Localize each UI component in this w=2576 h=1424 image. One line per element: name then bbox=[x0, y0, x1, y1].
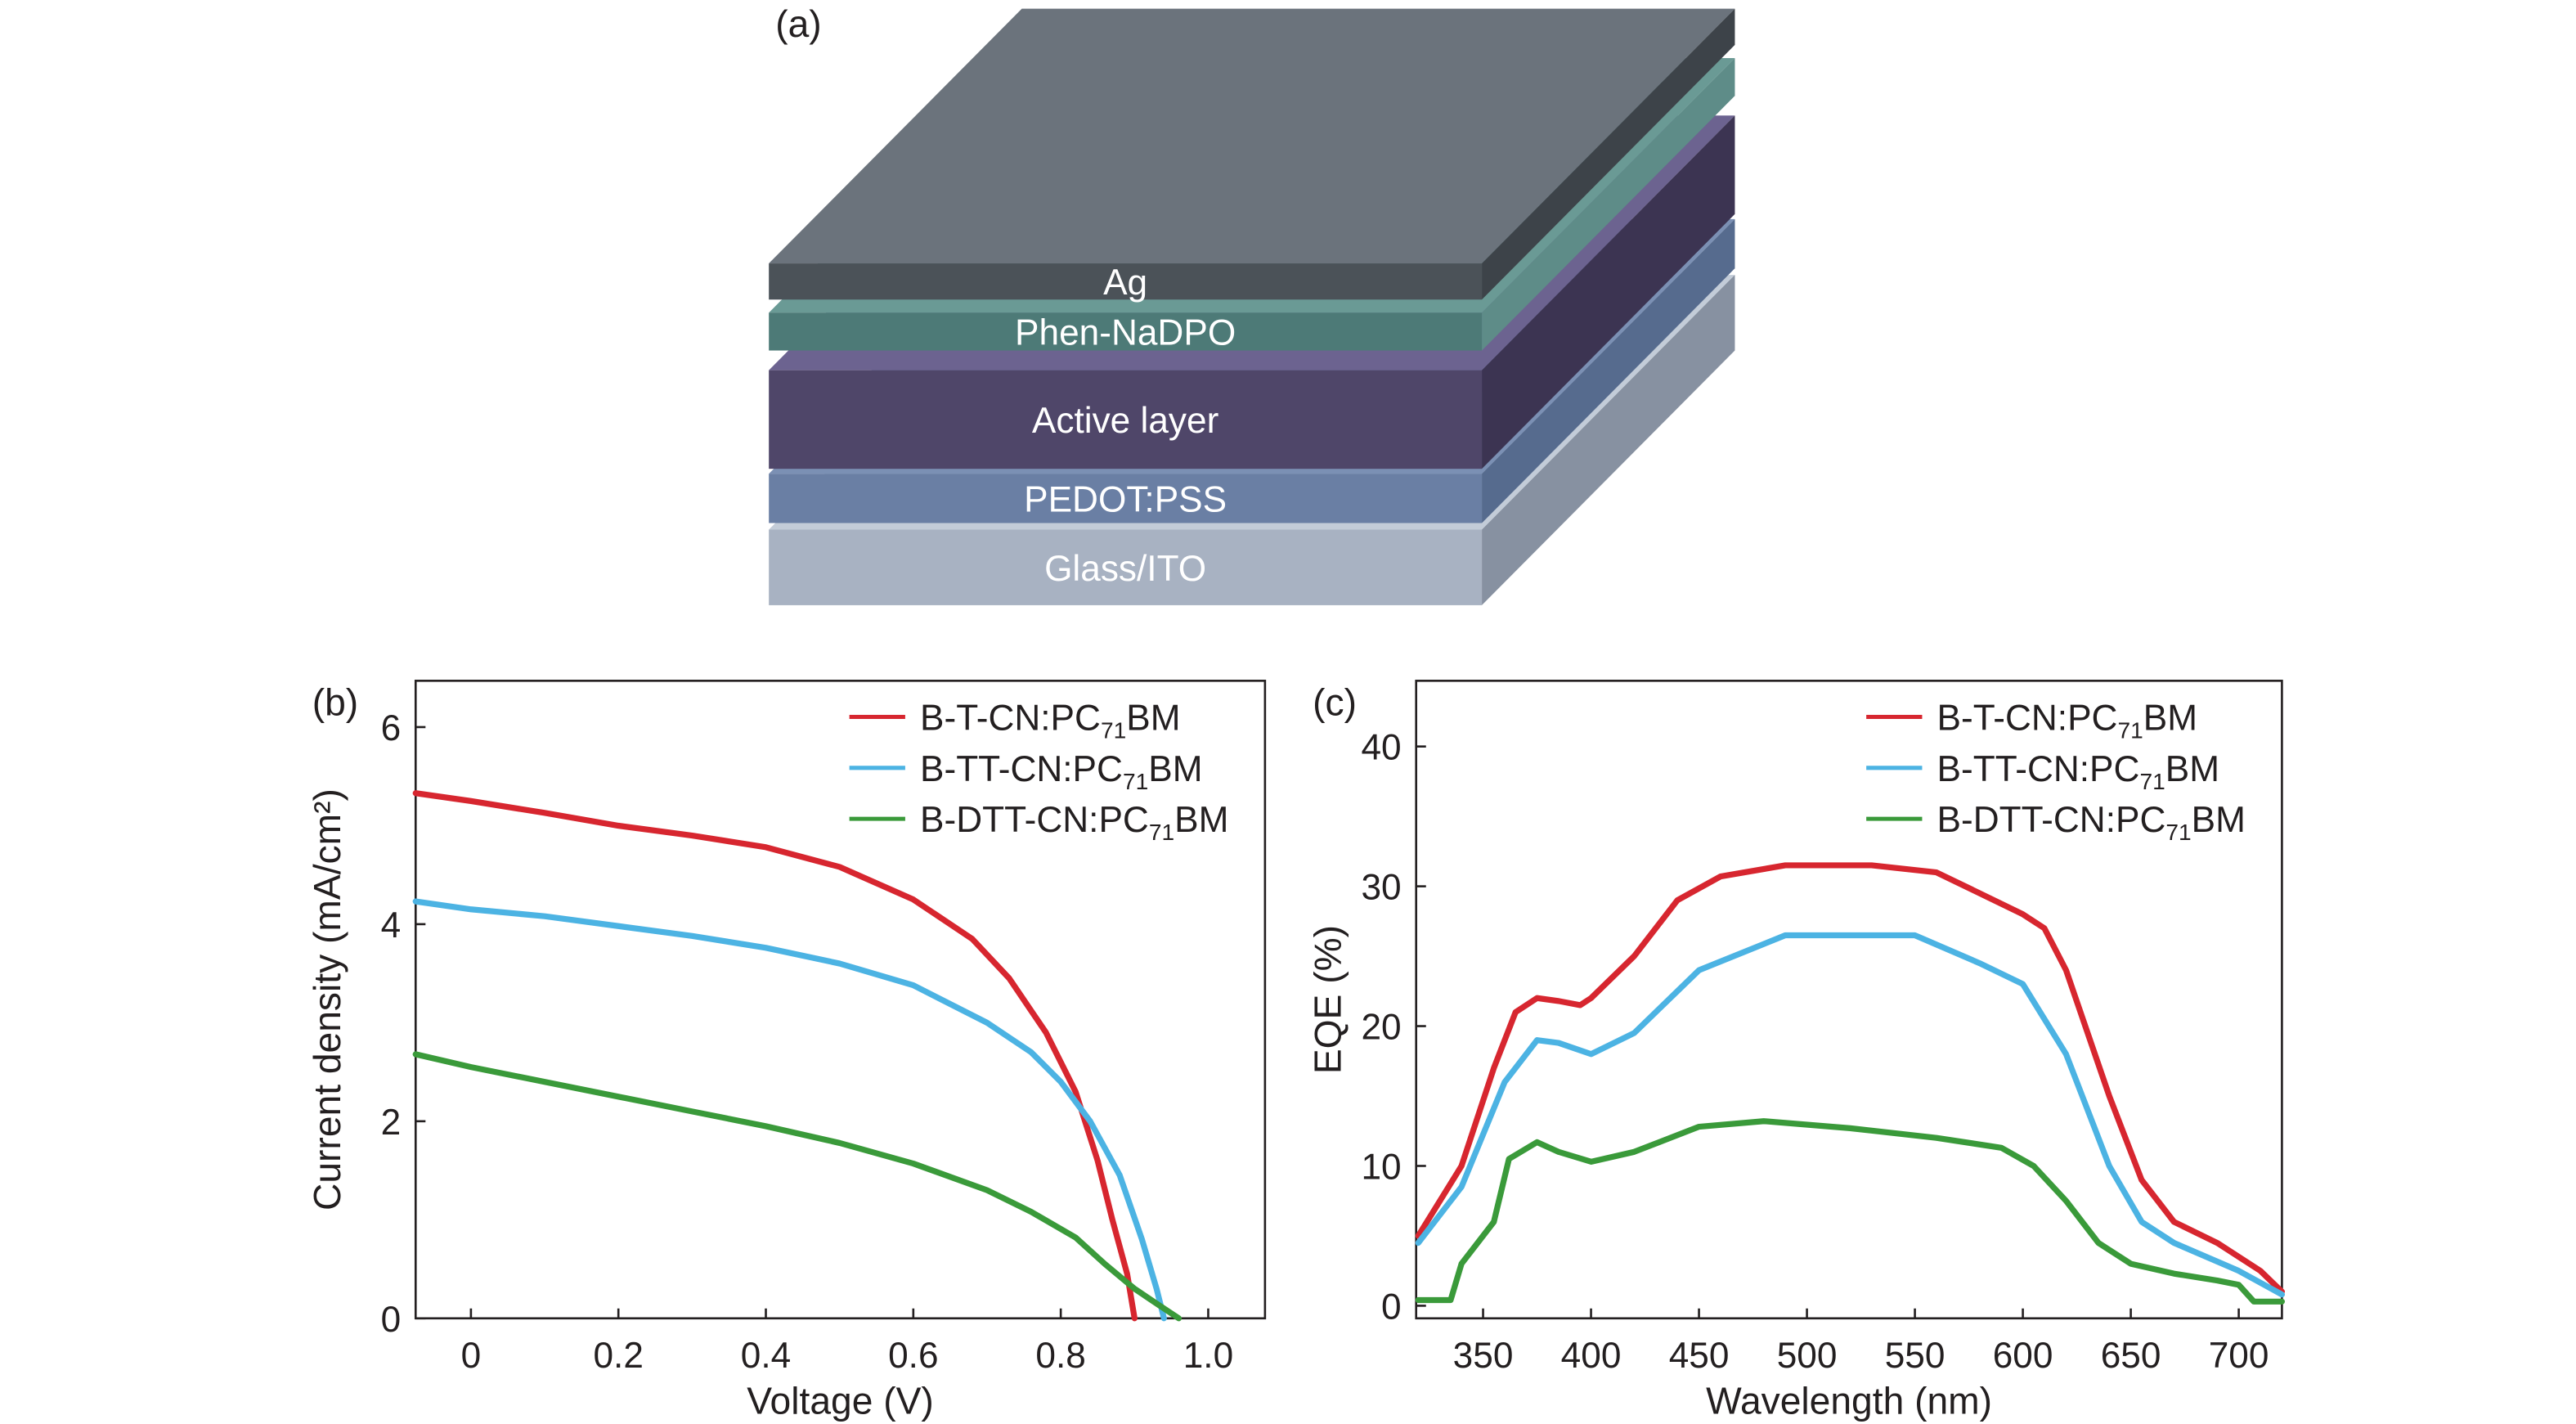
panel-a-label: (a) bbox=[775, 2, 821, 45]
layer-side-face bbox=[1482, 218, 1735, 523]
legend-text: B-T-CN:PC bbox=[1937, 699, 2118, 739]
jv-chart: 0 0.2 0.4 0.6 0.8 1.0 0 2 4 6 Voltage (V) Current d… bbox=[306, 680, 1267, 1422]
x-tick-label: 450 bbox=[1669, 1336, 1730, 1376]
x-tick-label: 0.6 bbox=[888, 1336, 938, 1376]
y-tick-label: 30 bbox=[1361, 868, 1401, 908]
layer-front-face bbox=[769, 312, 1483, 351]
legend-entry: B-TT-CN:PC71BM bbox=[920, 749, 1203, 794]
x-tick-label: 650 bbox=[2101, 1336, 2161, 1376]
layer-ag: Ag bbox=[769, 8, 1735, 303]
panel-label: (c) bbox=[1313, 681, 1357, 724]
y-tick-label: 10 bbox=[1361, 1148, 1401, 1188]
legend-text: BM bbox=[1126, 699, 1180, 739]
legend-text: BM bbox=[1174, 800, 1228, 840]
layer-side-face bbox=[1482, 8, 1735, 300]
legend-text: B-TT-CN:PC bbox=[1937, 749, 2140, 789]
layer-side-face bbox=[1482, 115, 1735, 469]
legend-entry: B-T-CN:PC71BM bbox=[920, 699, 1181, 743]
legend-text: B-T-CN:PC bbox=[920, 699, 1101, 739]
x-axis-label: Wavelength (nm) bbox=[1706, 1379, 1992, 1422]
x-tick-label: 1.0 bbox=[1183, 1336, 1233, 1376]
x-tick-label: 0.4 bbox=[741, 1336, 791, 1376]
legend-subscript: 71 bbox=[1123, 769, 1148, 794]
y-tick-label: 0 bbox=[381, 1300, 402, 1340]
legend-subscript: 71 bbox=[1149, 820, 1174, 845]
layer-front-face bbox=[769, 529, 1483, 605]
x-tick-label: 600 bbox=[1993, 1336, 2053, 1376]
legend-text: BM bbox=[2192, 800, 2246, 840]
layer-side-face bbox=[1482, 275, 1735, 605]
y-tick-label: 0 bbox=[1381, 1287, 1402, 1327]
plot-frame bbox=[1415, 680, 2283, 1320]
legend-subscript: 71 bbox=[2139, 769, 2165, 794]
y-tick-label: 20 bbox=[1361, 1008, 1401, 1048]
x-tick-label: 0.2 bbox=[593, 1336, 643, 1376]
y-axis-label: EQE (%) bbox=[1306, 925, 1349, 1074]
layer-front-face bbox=[769, 370, 1483, 469]
series-line-1 bbox=[412, 898, 1167, 1322]
y-tick-label: 4 bbox=[381, 905, 402, 946]
series-line-0 bbox=[412, 790, 1138, 1322]
legend-entry: B-DTT-CN:PC71BM bbox=[1937, 800, 2246, 845]
x-tick-label: 0.8 bbox=[1035, 1336, 1085, 1376]
y-tick-label: 40 bbox=[1361, 728, 1401, 768]
x-tick-label: 550 bbox=[1885, 1336, 1945, 1376]
eqe-chart: 350 400 450 500 550 600 650 700 0 10 20 30 40 Wavelen… bbox=[1306, 680, 2286, 1422]
device-structure-diagram: (a) Glass/ITO PEDOT:PSS Active layer Phen-N… bbox=[769, 2, 1735, 605]
layer-label: Glass/ITO bbox=[1044, 549, 1206, 589]
x-tick-label: 500 bbox=[1777, 1336, 1838, 1376]
panel-label: (b) bbox=[312, 681, 358, 724]
series-line-2 bbox=[412, 1051, 1183, 1322]
legend-text: BM bbox=[2165, 749, 2219, 789]
series-line-1 bbox=[1415, 932, 2286, 1298]
legend-text: BM bbox=[1148, 749, 1202, 789]
layer-label: PEDOT:PSS bbox=[1024, 479, 1227, 519]
plot-frame bbox=[414, 680, 1267, 1320]
legend-text: B-TT-CN:PC bbox=[920, 749, 1123, 789]
legend-subscript: 71 bbox=[1101, 718, 1126, 743]
x-tick-label: 0 bbox=[461, 1336, 482, 1376]
y-tick-label: 6 bbox=[381, 708, 402, 748]
layer-label: Active layer bbox=[1032, 401, 1218, 441]
legend-subscript: 71 bbox=[2165, 820, 2191, 845]
layer-front-face bbox=[769, 474, 1483, 523]
legend-text: BM bbox=[2143, 699, 2197, 739]
layer-label: Phen-NaDPO bbox=[1015, 313, 1236, 353]
legend-entry: B-T-CN:PC71BM bbox=[1937, 699, 2197, 743]
series-line-0 bbox=[1415, 862, 2286, 1295]
layer-side-face bbox=[1482, 57, 1735, 351]
y-axis-label: Current density (mA/cm²) bbox=[306, 788, 348, 1211]
x-axis-label: Voltage (V) bbox=[747, 1379, 934, 1422]
y-tick-label: 2 bbox=[381, 1103, 402, 1143]
x-tick-label: 350 bbox=[1453, 1336, 1514, 1376]
x-tick-label: 700 bbox=[2209, 1336, 2269, 1376]
legend-subscript: 71 bbox=[2117, 718, 2143, 743]
legend-text: B-DTT-CN:PC bbox=[920, 800, 1149, 840]
series-line-2 bbox=[1415, 1118, 2286, 1305]
legend-text: B-DTT-CN:PC bbox=[1937, 800, 2166, 840]
x-tick-label: 400 bbox=[1561, 1336, 1622, 1376]
layer-front-face bbox=[769, 263, 1483, 300]
layer-label: Ag bbox=[1103, 263, 1147, 303]
legend-entry: B-TT-CN:PC71BM bbox=[1937, 749, 2219, 794]
legend-entry: B-DTT-CN:PC71BM bbox=[920, 800, 1228, 845]
layer-top-face bbox=[769, 8, 1735, 264]
